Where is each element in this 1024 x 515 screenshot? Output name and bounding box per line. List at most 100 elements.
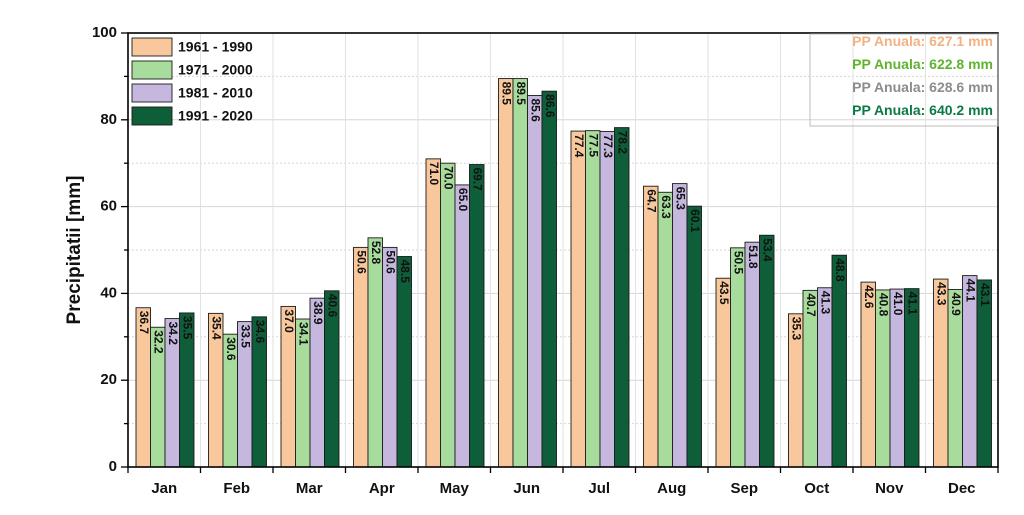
data-label: 63.3 bbox=[659, 195, 673, 219]
bar-jul-1 bbox=[570, 130, 586, 468]
bar-dec-2 bbox=[947, 289, 963, 468]
data-label: 71.0 bbox=[427, 162, 441, 186]
data-label: 33.5 bbox=[239, 325, 253, 349]
data-labels: 36.732.2 34.2 35.5 35.430.633.5 34.6 37.034.1… bbox=[137, 82, 992, 361]
data-label: 40.9 bbox=[949, 292, 963, 316]
bar-may-3 bbox=[454, 184, 470, 468]
bar-dec-4 bbox=[976, 279, 992, 468]
data-label: 42.6 bbox=[862, 285, 876, 309]
bar-oct-4 bbox=[831, 254, 847, 468]
x-tick-label: May bbox=[440, 480, 470, 497]
data-label: 50.6 bbox=[384, 250, 398, 274]
data-label: 48.5 bbox=[398, 260, 412, 284]
bar-dec-3 bbox=[962, 275, 978, 468]
gridlines bbox=[128, 32, 998, 468]
data-label: 40.8 bbox=[877, 293, 891, 317]
legend-swatch bbox=[131, 60, 173, 80]
data-label: 34.6 bbox=[253, 320, 267, 344]
bar-jun-2 bbox=[512, 78, 528, 468]
x-tick-label: Feb bbox=[223, 480, 250, 497]
data-label: 32.2 bbox=[152, 330, 166, 354]
data-label: 77.5 bbox=[587, 134, 601, 158]
data-label: 38.9 bbox=[311, 301, 325, 325]
bar-sep-1 bbox=[715, 277, 731, 468]
annual-precip-label: PP Anuala: 622.8 mm bbox=[852, 56, 993, 72]
x-tick-label: Jan bbox=[151, 480, 177, 497]
data-label: 36.7 bbox=[137, 311, 151, 335]
bar-may-2 bbox=[440, 162, 456, 468]
annual-precip-label: PP Anuala: 640.2 mm bbox=[852, 102, 993, 118]
y-tick-label: 0 bbox=[109, 458, 117, 475]
bar-aug-2 bbox=[657, 191, 673, 468]
legend-swatch bbox=[131, 83, 173, 103]
data-label: 64.7 bbox=[645, 189, 659, 213]
data-label: 69.7 bbox=[471, 168, 485, 192]
legend-swatch bbox=[131, 37, 173, 57]
x-tick-label: Aug bbox=[657, 480, 686, 497]
bar-jun-3 bbox=[527, 95, 543, 468]
bar-oct-2 bbox=[802, 289, 818, 468]
data-label: 37.0 bbox=[282, 309, 296, 333]
x-tick-label: Jul bbox=[588, 480, 610, 497]
bar-apr-4 bbox=[396, 256, 412, 468]
bar-aug-1 bbox=[643, 185, 659, 468]
x-tick-label: Apr bbox=[369, 480, 395, 497]
x-tick-label: Mar bbox=[296, 480, 323, 497]
bar-nov-1 bbox=[860, 281, 876, 468]
annual-precip-label: PP Anuala: 627.1 mm bbox=[852, 33, 993, 49]
data-label: 35.3 bbox=[790, 317, 804, 341]
bars bbox=[135, 78, 992, 468]
bar-nov-4 bbox=[904, 288, 920, 468]
legend-swatch bbox=[131, 106, 173, 126]
data-label: 41.1 bbox=[906, 292, 920, 316]
y-tick-label: 20 bbox=[100, 371, 117, 388]
bar-dec-1 bbox=[933, 278, 949, 468]
data-label: 48.8 bbox=[833, 258, 847, 282]
y-tick-label: 60 bbox=[100, 198, 117, 215]
y-tick-label: 80 bbox=[100, 111, 117, 128]
y-axis-label: Precipitatii [mm] bbox=[64, 176, 85, 325]
data-label: 34.1 bbox=[297, 322, 311, 346]
bar-may-4 bbox=[469, 164, 485, 468]
x-tick-label: Dec bbox=[948, 480, 976, 497]
data-label: 35.5 bbox=[181, 316, 195, 340]
legend-label: 1991 - 2020 bbox=[178, 108, 253, 124]
data-label: 35.4 bbox=[210, 316, 224, 340]
annual-annotations: PP Anuala: 627.1 mm PP Anuala: 622.8 mm PP… bbox=[809, 33, 999, 127]
bar-nov-3 bbox=[889, 288, 905, 468]
bar-apr-1 bbox=[353, 246, 369, 468]
data-label: 50.6 bbox=[355, 250, 369, 274]
bar-jul-3 bbox=[599, 131, 615, 468]
x-tick-label: Oct bbox=[804, 480, 829, 497]
bar-jul-4 bbox=[614, 127, 630, 468]
bar-oct-3 bbox=[817, 287, 833, 468]
legend: 1961 - 1990 1971 - 2000 1981 - 2010 1991 - … bbox=[131, 37, 253, 126]
bar-jun-4 bbox=[541, 90, 557, 468]
bar-apr-2 bbox=[367, 237, 383, 468]
bar-sep-3 bbox=[744, 241, 760, 468]
legend-label: 1961 - 1990 bbox=[178, 39, 253, 55]
data-label: 86.6 bbox=[543, 94, 557, 118]
bar-apr-3 bbox=[382, 246, 398, 468]
data-label: 65.3 bbox=[674, 187, 688, 211]
x-tick-label: Jun bbox=[513, 480, 540, 497]
x-tick-label: Nov bbox=[875, 480, 904, 497]
data-label: 51.8 bbox=[746, 245, 760, 269]
annual-precip-label: PP Anuala: 628.6 mm bbox=[852, 79, 993, 95]
bar-aug-4 bbox=[686, 205, 702, 468]
data-label: 53.4 bbox=[761, 238, 775, 262]
data-label: 60.1 bbox=[688, 209, 702, 233]
data-label: 70.0 bbox=[442, 166, 456, 190]
x-tick-label: Sep bbox=[730, 480, 758, 497]
data-label: 40.7 bbox=[804, 293, 818, 317]
data-label: 43.3 bbox=[935, 282, 949, 306]
data-label: 85.6 bbox=[529, 98, 543, 122]
data-label: 40.6 bbox=[326, 294, 340, 318]
data-label: 77.3 bbox=[601, 135, 615, 159]
data-label: 52.8 bbox=[369, 241, 383, 265]
legend-label: 1981 - 2010 bbox=[178, 85, 253, 101]
axes: Jan Feb Mar Apr May Jun Jul Aug Sep Oct Nov Dec 0 20 4… bbox=[92, 24, 999, 497]
data-label: 43.5 bbox=[717, 281, 731, 305]
data-label: 44.1 bbox=[964, 279, 978, 303]
